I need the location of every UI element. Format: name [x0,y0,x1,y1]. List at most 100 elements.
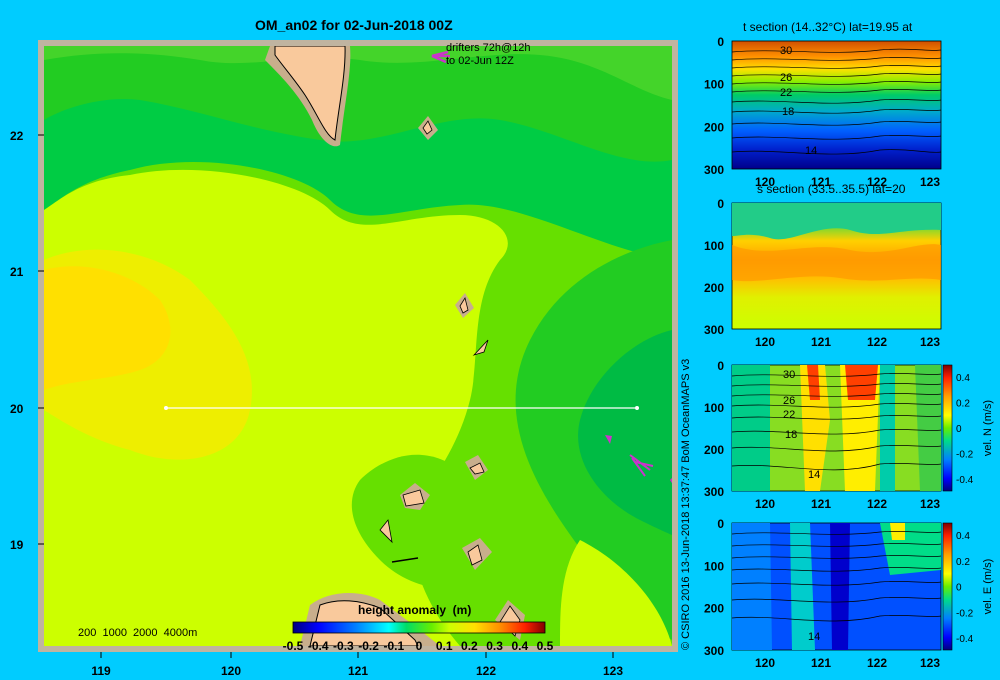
colorbar-tick: -0.3 [333,639,354,653]
n-x-tick: 123 [920,497,940,511]
colorbar-tick: -0.1 [383,639,404,653]
t-y-tick: 200 [704,120,724,134]
colorbar-tick: 0.3 [486,639,503,653]
n-label-22: 22 [783,409,795,421]
t-x-tick: 120 [755,175,775,189]
colorbar-tick: 0.5 [537,639,554,653]
colorbar-title: height anomaly (m) [358,603,471,617]
island-8 [391,557,419,563]
drifter-1 [605,435,612,444]
map-y-tick: 19 [10,538,24,552]
n-band-1-core [807,365,820,400]
s-x-tick: 121 [811,335,831,349]
drifter-3 [670,478,672,484]
n-label-30: 30 [783,369,795,381]
colorbar-ticks: -0.5 -0.4 -0.3 -0.2 -0.1 0 0.1 0.2 0.3 0.4 0.5 [283,639,554,653]
e-cbar-tick: 0.4 [956,531,970,542]
n-cbar-tick: -0.4 [956,475,974,486]
t-label-18: 18 [782,106,794,118]
map-y-ticks: 22 21 20 19 [10,129,44,552]
island-1 [422,120,433,135]
s-y-tick: 0 [717,197,724,211]
e-band-3 [880,523,941,575]
e-cbar-tick: 0 [956,583,962,594]
t-y-tick: 100 [704,78,724,92]
section-panels[interactable]: 30 26 22 18 14 30 26 22 18 14 [680,0,1000,680]
n-band-3 [880,365,895,491]
e-x-tick: 122 [867,656,887,670]
e-x-tick: 123 [920,656,940,670]
map-x-tick: 120 [221,664,241,678]
colorbar-tick: -0.2 [358,639,379,653]
n-isotherms [731,373,942,471]
e-isotherms [731,531,942,622]
island-5 [402,489,425,507]
t-y-tick: 0 [717,35,724,49]
e-y-tick: 200 [704,602,724,616]
e-x-tick: 120 [755,656,775,670]
n-y-tick: 0 [717,359,724,373]
e-colorbar [942,522,953,651]
island-3 [472,339,489,356]
s-section-title: s section (33.5..35.5) lat=20 [757,182,906,196]
anomaly-band-north-top [44,46,672,100]
map-y-tick: 20 [10,402,24,416]
colorbar-tick: 0.4 [511,639,528,653]
t-contour-labels: 30 26 22 18 14 [780,45,817,157]
island-4 [469,462,485,475]
t-x-tick: 123 [920,175,940,189]
colorbar [292,621,546,634]
n-cbar-tick: 0.4 [956,373,970,384]
island-2 [459,296,469,314]
t-label-26: 26 [780,72,792,84]
island-6 [379,519,393,544]
t-label-22: 22 [780,87,792,99]
n-band-east [915,365,941,491]
section-end [635,406,639,410]
e-band-west [732,523,772,650]
section-start [164,406,168,410]
colorbar-tick: 0.1 [436,639,453,653]
s-x-tick: 122 [867,335,887,349]
map-title: OM_an02 for 02-Jun-2018 00Z [255,17,453,33]
s-y-tick: 100 [704,239,724,253]
n-cbar-tick: -0.2 [956,450,974,461]
e-y-tick: 100 [704,559,724,573]
s-upper-layer [732,203,941,240]
anomaly-band-north-inner [44,46,672,162]
n-band-2-core [845,365,878,400]
s-x-tick: 123 [920,335,940,349]
n-contour-labels: 30 26 22 18 14 [783,369,820,481]
n-colorbar [942,364,953,492]
drifter-legend-line2: to 02-Jun 12Z [446,55,514,67]
t-x-tick: 122 [867,175,887,189]
map-x-tick: 123 [603,664,623,678]
t-y-tick: 300 [704,163,724,177]
t-label-14: 14 [805,145,817,157]
s-y-tick: 300 [704,323,724,337]
n-x-tick: 120 [755,497,775,511]
n-band-1 [800,365,830,491]
drifter-legend-arrow-tail [431,54,447,64]
colorbar-tick: -0.4 [308,639,329,653]
colorbar-tick: 0.2 [461,639,478,653]
n-cbar-label: vel. N (m/s) [982,400,994,456]
n-x-tick: 122 [867,497,887,511]
e-x-tick: 121 [811,656,831,670]
map-x-ticks: 119 120 121 122 123 [91,652,623,678]
n-y-tick: 100 [704,401,724,415]
anomaly-region-southeast [560,540,672,646]
n-y-tick: 200 [704,443,724,457]
height-anomaly-map[interactable]: drifters 72h@12h to 02-Jun 12Z 200 1000 … [0,0,690,680]
n-x-tick: 121 [811,497,831,511]
t-section-title: t section (14..32°C) lat=19.95 at [743,20,913,34]
n-label-14: 14 [808,469,820,481]
n-label-26: 26 [783,395,795,407]
depth-legend: 200 1000 2000 4000m [78,627,197,639]
land-taiwan [274,46,346,141]
anomaly-peak-west [44,266,171,390]
e-cbar-tick: 0.2 [956,557,970,568]
t-x-tick: 121 [811,175,831,189]
colorbar-tick: 0 [416,639,423,653]
map-y-tick: 22 [10,129,24,143]
